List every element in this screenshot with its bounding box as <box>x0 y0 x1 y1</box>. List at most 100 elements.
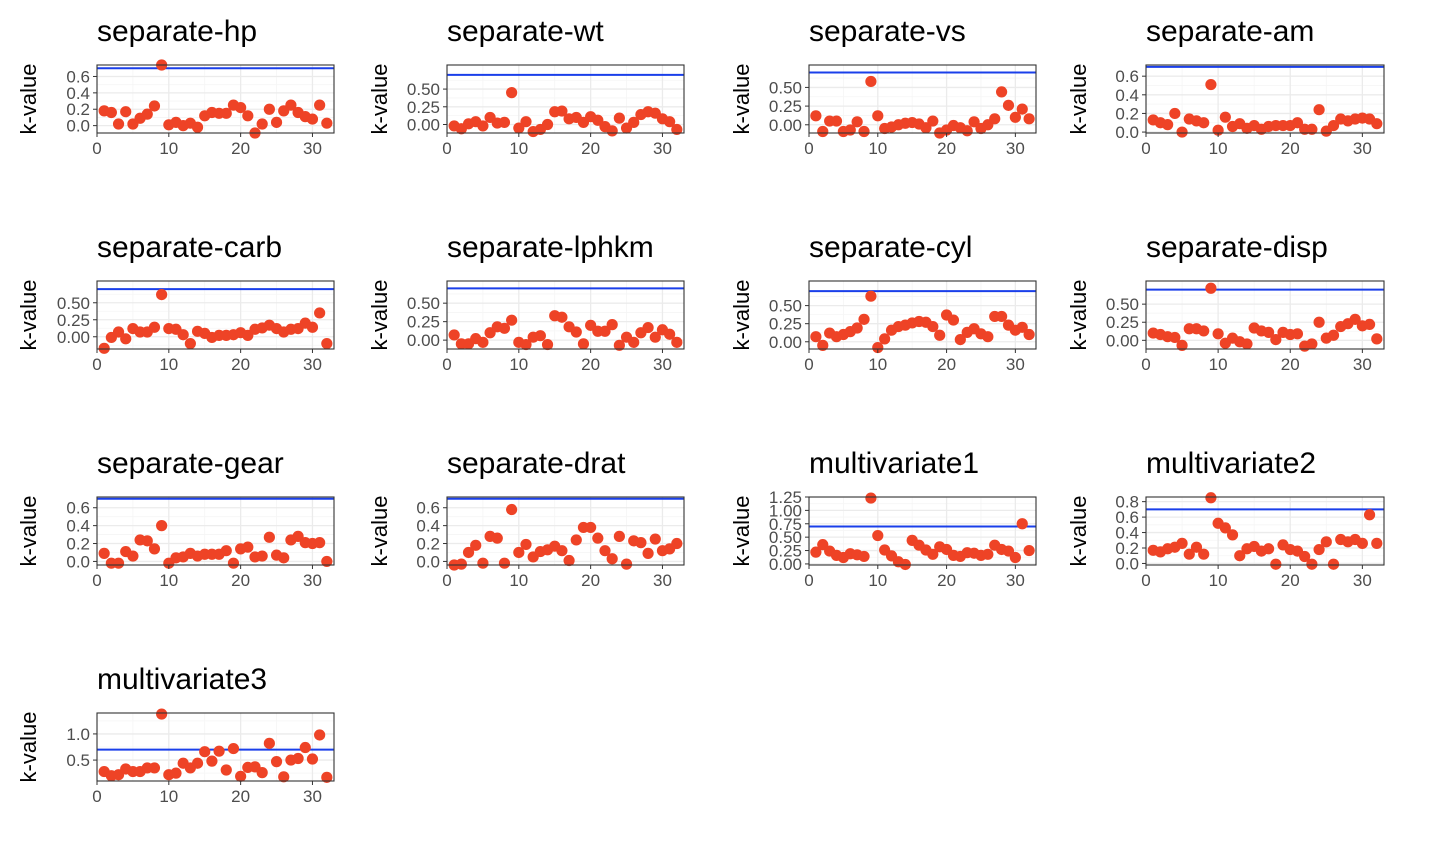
data-point <box>148 543 161 555</box>
data-point <box>927 548 939 560</box>
data-point <box>513 546 525 559</box>
x-tick-label: 0 <box>1141 139 1150 158</box>
data-point <box>235 102 247 114</box>
x-tick-label: 0 <box>442 571 451 590</box>
facet-separate-wt: 0 10 20 30 0.000.250.50 separate-wt k-value <box>367 15 685 158</box>
data-point <box>934 329 946 341</box>
data-point <box>98 547 110 559</box>
data-point <box>156 708 168 720</box>
data-point <box>213 745 225 757</box>
data-point <box>1205 492 1217 504</box>
data-point <box>235 770 247 782</box>
data-point <box>191 757 204 769</box>
data-point <box>520 338 532 351</box>
y-tick-label: 0.25 <box>1106 313 1139 332</box>
data-point <box>927 115 939 127</box>
data-point <box>982 548 994 560</box>
data-point <box>1198 548 1210 560</box>
y-tick-label: 0.2 <box>66 100 90 119</box>
data-point <box>270 756 283 768</box>
data-point <box>1023 544 1035 557</box>
data-point <box>278 552 290 564</box>
data-point <box>112 557 125 569</box>
panel-title: separate-drat <box>447 447 626 480</box>
y-axis-label: k-value <box>16 64 41 135</box>
data-point <box>879 333 891 345</box>
data-point <box>577 338 590 350</box>
data-point <box>1306 338 1318 350</box>
data-point <box>256 118 268 130</box>
data-point <box>1313 543 1325 556</box>
panel-border <box>96 496 335 566</box>
data-point <box>858 313 870 325</box>
y-tick-label: 0.25 <box>769 97 802 116</box>
facet-separate-disp: 0 10 20 30 0.000.250.50 separate-disp k-value <box>1066 231 1385 374</box>
panel-title: separate-hp <box>97 15 257 48</box>
data-point <box>520 116 532 128</box>
x-tick-label: 0 <box>442 355 451 374</box>
data-point <box>649 533 661 545</box>
x-tick-label: 30 <box>1006 139 1025 158</box>
data-point <box>321 337 333 350</box>
data-point <box>1009 111 1021 123</box>
y-tick-label: 0.25 <box>407 313 440 332</box>
x-tick-label: 10 <box>159 787 178 806</box>
data-point <box>649 331 661 343</box>
data-point <box>1327 329 1340 341</box>
x-tick-label: 10 <box>509 139 528 158</box>
data-point <box>177 329 189 341</box>
data-point <box>1349 313 1361 325</box>
data-point <box>1270 333 1282 346</box>
x-tick-label: 30 <box>303 571 322 590</box>
data-point <box>1306 123 1318 135</box>
y-tick-label: 0.6 <box>66 499 90 518</box>
data-point <box>1313 104 1325 116</box>
data-point <box>1016 518 1028 530</box>
data-point <box>263 103 275 115</box>
y-tick-label: 0.2 <box>1115 104 1139 123</box>
y-tick-label: 0.2 <box>66 535 90 554</box>
data-point <box>1176 126 1188 138</box>
data-point <box>541 338 554 351</box>
panel-title: separate-carb <box>97 231 282 264</box>
data-point <box>321 555 333 568</box>
y-tick-label: 0.50 <box>407 80 440 99</box>
data-point <box>120 106 132 118</box>
panel-border <box>446 64 685 134</box>
facet-separate-gear: 0 10 20 30 0.00.20.40.6 separate-gear k-value <box>16 447 335 590</box>
y-tick-label: 0.00 <box>407 331 440 350</box>
data-point <box>947 314 960 326</box>
panel-title: separate-disp <box>1146 231 1328 264</box>
data-point <box>817 125 829 138</box>
y-tick-label: 0.25 <box>769 315 802 334</box>
y-axis-label: k-value <box>367 496 392 567</box>
data-point <box>1234 550 1246 562</box>
data-point <box>613 530 625 542</box>
data-point <box>1299 550 1311 563</box>
data-point <box>314 729 326 741</box>
data-point <box>570 326 582 338</box>
data-point <box>1241 338 1253 350</box>
data-point <box>851 322 863 334</box>
data-point <box>1327 558 1340 570</box>
y-tick-label: 0.25 <box>57 311 90 330</box>
data-point <box>220 107 232 119</box>
facet-separate-carb: 0 10 20 30 0.000.250.50 separate-carb k-value <box>16 231 335 374</box>
data-point <box>570 534 582 546</box>
data-point <box>628 116 640 128</box>
data-point <box>112 326 125 338</box>
y-tick-label: 0.4 <box>66 84 90 103</box>
x-tick-label: 30 <box>1006 571 1025 590</box>
x-tick-label: 20 <box>231 787 250 806</box>
y-tick-label: 0.4 <box>1115 86 1139 105</box>
y-axis-label: k-value <box>729 280 754 351</box>
data-point <box>556 545 568 557</box>
data-point <box>664 116 676 128</box>
data-point <box>242 110 254 122</box>
panel-border <box>446 496 685 566</box>
data-point <box>220 545 232 557</box>
x-tick-label: 30 <box>653 355 672 374</box>
data-point <box>865 75 877 88</box>
y-axis-label: k-value <box>367 64 392 135</box>
data-point <box>141 535 153 547</box>
